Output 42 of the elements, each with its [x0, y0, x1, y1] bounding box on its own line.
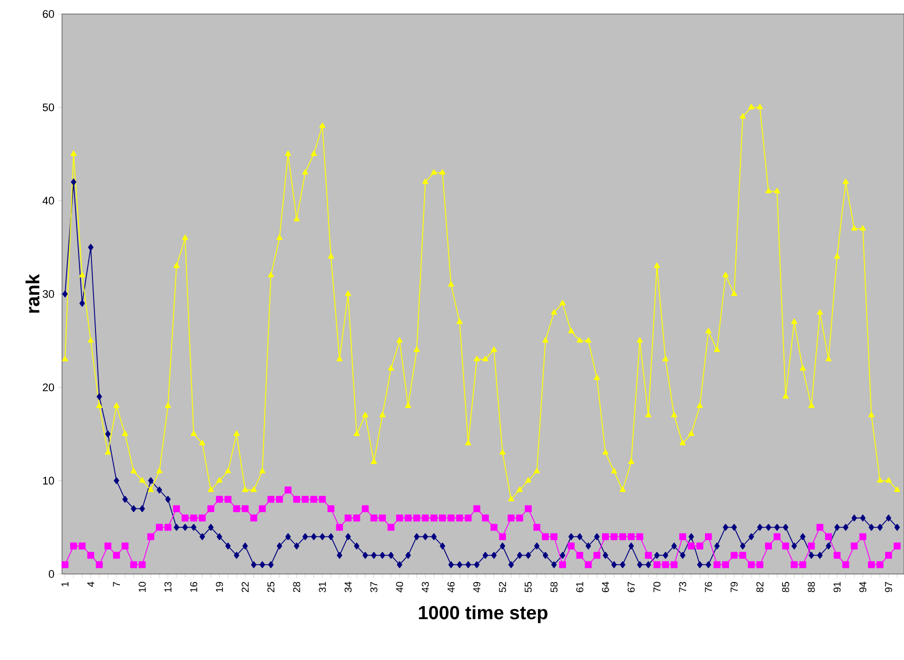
y-tick-label: 30 — [42, 290, 54, 298]
x-tick-label: 70 — [653, 582, 660, 592]
x-tick-label: 58 — [550, 582, 558, 592]
x-tick-label: 34 — [344, 582, 352, 592]
x-axis-title: 1000 time step — [418, 605, 548, 624]
x-tick-label: 16 — [190, 582, 198, 592]
x-tick-label: 37 — [370, 582, 378, 592]
x-tick-label: 28 — [293, 582, 300, 592]
x-tick-label: 25 — [267, 582, 274, 592]
x-tick-label: 52 — [499, 582, 506, 592]
x-tick-label: 85 — [782, 582, 790, 592]
x-tick-label: 82 — [756, 582, 764, 592]
x-tick-label: 97 — [885, 582, 892, 592]
x-tick-label: 73 — [679, 582, 686, 592]
x-tick-label: 76 — [704, 582, 712, 592]
y-tick-label: 0 — [48, 570, 54, 578]
y-axis-title: rank — [26, 274, 40, 313]
x-tick-label: 55 — [524, 582, 532, 592]
y-tick-label: 50 — [42, 103, 54, 112]
x-tick-label: 91 — [834, 582, 841, 592]
x-tick-label: 94 — [859, 582, 866, 592]
y-tick-label: 10 — [43, 476, 54, 485]
x-tick-label: 49 — [473, 582, 480, 592]
x-tick-label: 13 — [164, 582, 172, 592]
y-tick-label: 40 — [42, 196, 54, 205]
x-tick-label: 1 — [62, 582, 68, 586]
y-tick-label: 20 — [42, 383, 54, 392]
x-tick-label: 64 — [602, 582, 609, 592]
x-tick-label: 46 — [448, 582, 455, 592]
x-tick-label: 19 — [216, 582, 223, 592]
x-tick-label: 40 — [396, 582, 404, 592]
x-tick-label: 79 — [730, 582, 738, 592]
x-tick-label: 10 — [138, 582, 146, 592]
x-tick-label: 7 — [113, 582, 120, 587]
x-tick-label: 61 — [576, 582, 584, 592]
x-tick-label: 43 — [422, 582, 429, 592]
x-tick-label: 31 — [318, 582, 326, 592]
x-tick-label: 88 — [808, 582, 815, 592]
x-tick-label: 67 — [628, 582, 635, 592]
x-tick-label: 4 — [87, 582, 94, 587]
y-tick-label: 60 — [42, 10, 54, 18]
x-tick-label: 22 — [242, 582, 249, 592]
